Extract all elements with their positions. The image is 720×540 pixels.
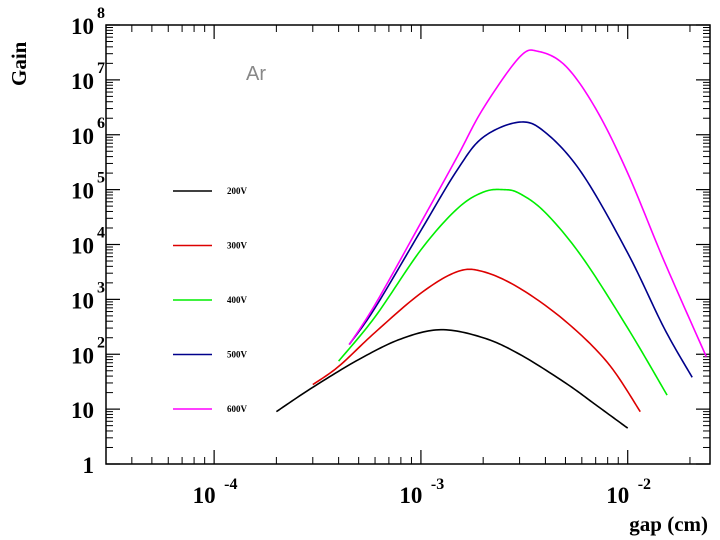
legend: 200V 300V 400V 500V 600V: [173, 186, 248, 414]
y-tick-label: 10: [71, 398, 94, 423]
y-tick-exponent: 6: [97, 115, 105, 132]
x-axis-ticks: 10 -4 10 -3 10 -2: [105, 25, 691, 508]
y-axis-title: Gain: [7, 41, 31, 86]
x-tick-exponent: -4: [224, 476, 237, 493]
series-line-200V: [275, 328, 629, 429]
x-axis-title: gap (cm): [629, 512, 708, 536]
legend-label-500V: 500V: [227, 350, 248, 360]
x-tick-label: 10: [606, 483, 629, 508]
series-line-500V: [348, 121, 693, 378]
y-tick-label: 10: [71, 14, 94, 39]
gas-annotation: Ar: [246, 63, 266, 85]
legend-label-300V: 300V: [227, 241, 248, 251]
series-layer: [275, 49, 708, 429]
y-tick-label: 1: [83, 453, 95, 478]
series-line-300V: [312, 268, 641, 413]
y-tick-label: 10: [71, 288, 94, 313]
legend-label-600V: 600V: [227, 404, 248, 414]
y-tick-label: 10: [71, 343, 94, 368]
y-tick-exponent: 4: [97, 225, 105, 242]
x-tick-exponent: -3: [431, 476, 444, 493]
y-tick-label: 10: [71, 234, 94, 259]
y-tick-exponent: 8: [97, 5, 105, 22]
y-tick-label: 10: [71, 179, 94, 204]
series-line-400V: [338, 188, 668, 396]
y-tick-exponent: 3: [97, 279, 105, 296]
legend-label-200V: 200V: [227, 186, 248, 196]
x-tick-exponent: -2: [638, 476, 651, 493]
y-tick-label: 10: [71, 124, 94, 149]
y-tick-exponent: 5: [97, 170, 105, 187]
y-tick-label: 10: [71, 69, 94, 94]
legend-label-400V: 400V: [227, 295, 248, 305]
x-tick-label: 10: [399, 483, 422, 508]
y-tick-exponent: 2: [97, 334, 105, 351]
series-line-600V: [348, 49, 708, 358]
y-tick-exponent: 7: [97, 60, 105, 77]
x-tick-label: 10: [193, 483, 216, 508]
